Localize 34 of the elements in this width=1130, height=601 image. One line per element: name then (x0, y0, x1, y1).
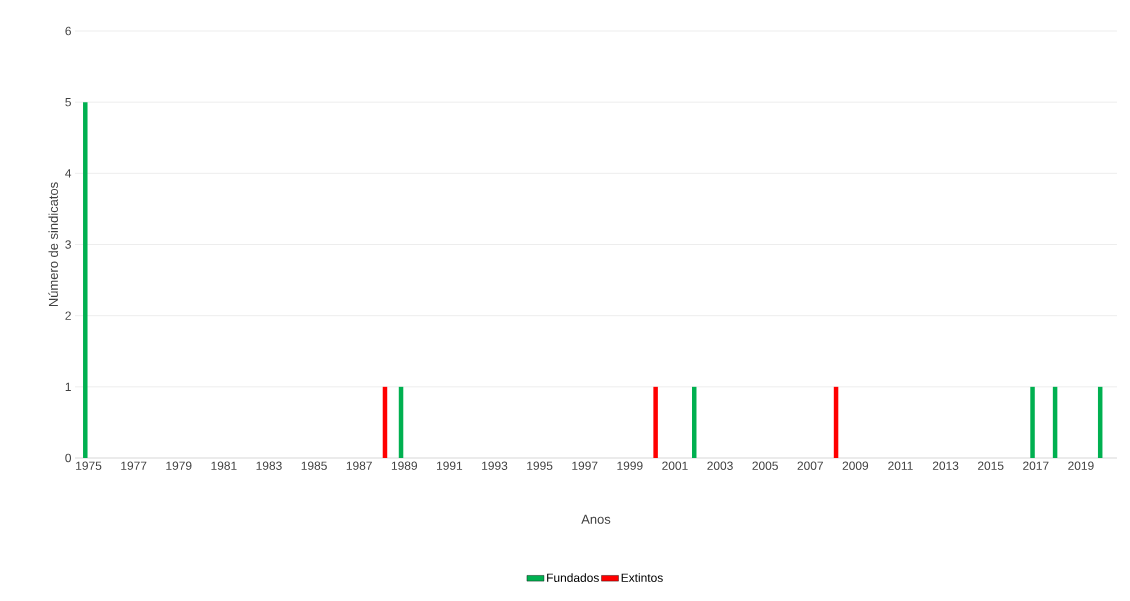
x-tick-label: 2003 (707, 461, 733, 470)
x-tick-label: 1993 (482, 461, 508, 470)
x-axis-title: Anos (581, 514, 611, 524)
x-tick-label: 2001 (662, 461, 688, 470)
x-tick-label: 1995 (527, 461, 553, 470)
x-tick-label: 1981 (211, 461, 237, 470)
y-tick-label: 1 (65, 382, 71, 391)
x-tick-label: 1983 (256, 461, 282, 470)
x-tick-label: 2019 (1068, 461, 1094, 470)
x-tick-label: 1989 (391, 461, 417, 470)
y-tick-label: 2 (65, 311, 71, 320)
y-axis-title: Número de sindicatos (48, 182, 58, 307)
x-tick-label: 2007 (797, 461, 823, 470)
x-tick-label: 2015 (977, 461, 1004, 470)
x-tick-label: 2017 (1023, 461, 1049, 470)
legend-label: Extintos (621, 573, 663, 582)
x-tick-label: 1975 (76, 461, 102, 470)
y-tick-label: 5 (65, 98, 71, 107)
y-tick-label: 3 (65, 240, 71, 249)
x-tick-label: 1977 (121, 461, 147, 470)
x-tick-label: 1997 (572, 461, 598, 470)
x-tick-label: 1985 (301, 461, 327, 470)
x-tick-label: 2009 (842, 461, 869, 470)
x-tick-label: 1999 (617, 461, 643, 470)
x-tick-label: 2005 (752, 461, 778, 470)
y-tick-label: 0 (65, 453, 72, 463)
y-tick-label: 6 (65, 26, 71, 36)
x-tick-label: 1987 (346, 461, 372, 470)
legend-label: Fundados (547, 573, 599, 582)
y-tick-label: 4 (65, 169, 72, 178)
x-tick-label: 1979 (166, 461, 192, 470)
x-tick-label: 2011 (888, 461, 913, 470)
x-tick-label: 2013 (932, 461, 959, 470)
x-tick-label: 1991 (437, 461, 463, 470)
